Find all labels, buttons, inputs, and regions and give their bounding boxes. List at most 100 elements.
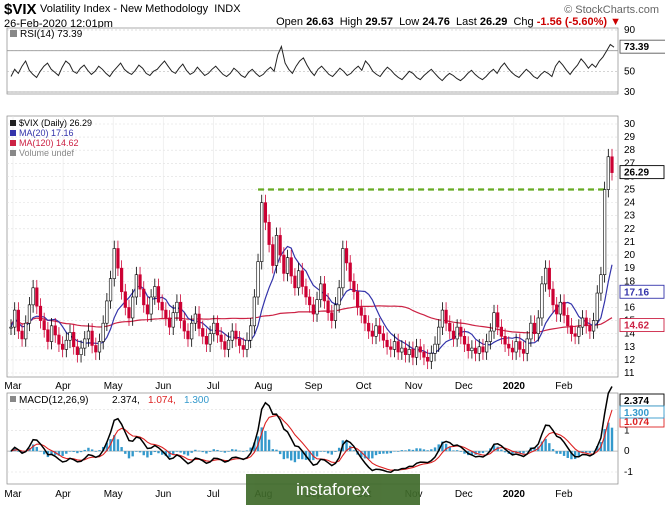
price-candle bbox=[381, 333, 385, 341]
macd-line bbox=[10, 386, 613, 473]
macd-histogram-bar bbox=[271, 449, 274, 452]
price-tick-label: 23 bbox=[624, 211, 636, 222]
macd-signal-line bbox=[10, 409, 613, 471]
price-candle bbox=[9, 326, 13, 329]
macd-histogram-bar bbox=[570, 451, 573, 460]
price-legend-entry: MA(120) 14.62 bbox=[19, 138, 79, 148]
price-tick-label: 16 bbox=[624, 302, 636, 313]
price-candle bbox=[16, 309, 20, 332]
macd-histogram-bar bbox=[153, 451, 156, 453]
price-candle bbox=[492, 312, 496, 332]
macd-histogram-bar bbox=[503, 451, 507, 453]
macd-histogram-bar bbox=[408, 449, 411, 452]
rsi-tick-label: 30 bbox=[624, 87, 636, 98]
macd-histogram-bar bbox=[293, 451, 297, 463]
rsi-panel-frame bbox=[6, 27, 619, 95]
price-candle bbox=[116, 248, 120, 269]
price-candle bbox=[245, 339, 249, 350]
price-candle bbox=[348, 262, 352, 282]
price-candle bbox=[249, 325, 253, 341]
price-candle bbox=[599, 274, 603, 294]
quote-bar: Open 26.63 High 29.57 Low 24.76 Last 26.… bbox=[276, 16, 621, 28]
price-candle bbox=[448, 322, 452, 332]
price-candle bbox=[201, 328, 205, 337]
price-candle bbox=[260, 202, 264, 262]
price-candle bbox=[385, 339, 389, 348]
price-candle bbox=[238, 338, 242, 346]
price-candle bbox=[282, 254, 286, 274]
price-candle bbox=[510, 347, 515, 353]
macd-histogram-bar bbox=[352, 450, 356, 452]
macd-histogram-bar bbox=[426, 450, 429, 452]
macd-histogram-bar bbox=[83, 449, 86, 452]
price-legend-swatch bbox=[10, 120, 16, 126]
price-candle bbox=[341, 248, 345, 289]
macd-histogram-bar bbox=[76, 451, 79, 454]
macd-histogram-bar bbox=[544, 438, 547, 452]
macd-histogram-bar bbox=[485, 450, 488, 452]
price-tick-label: 30 bbox=[624, 119, 636, 130]
price-candle bbox=[414, 346, 419, 358]
macd-histogram-bar bbox=[65, 451, 68, 454]
price-candle bbox=[407, 349, 411, 355]
macd-histogram-bar bbox=[223, 451, 227, 453]
macd-histogram-bar bbox=[481, 451, 485, 453]
price-candle bbox=[267, 221, 271, 245]
macd-histogram-bar bbox=[297, 451, 300, 460]
price-candle bbox=[485, 341, 489, 353]
ma120-line bbox=[10, 305, 613, 334]
macd-histogram-bar bbox=[212, 449, 215, 452]
price-candle bbox=[105, 300, 109, 324]
price-candle bbox=[285, 257, 290, 274]
price-candle bbox=[558, 301, 562, 315]
price-candle bbox=[462, 336, 467, 345]
macd-histogram-bar bbox=[50, 451, 53, 455]
macd-histogram-bar bbox=[208, 451, 212, 452]
price-candle bbox=[293, 275, 297, 289]
macd-legend-value: 2.374, bbox=[112, 395, 140, 406]
macd-histogram-bar bbox=[326, 451, 330, 454]
macd-histogram-bar bbox=[160, 451, 164, 455]
macd-panel-frame bbox=[6, 392, 619, 485]
price-candle bbox=[134, 274, 138, 298]
low-label: Low bbox=[399, 16, 420, 28]
macd-histogram-bar bbox=[522, 451, 525, 454]
price-badge-value: 26.29 bbox=[624, 168, 649, 179]
macd-xtick-label: 2020 bbox=[503, 489, 526, 500]
price-candle bbox=[164, 309, 168, 319]
macd-histogram-bar bbox=[127, 451, 131, 459]
price-candle bbox=[352, 280, 356, 293]
macd-histogram-bar bbox=[17, 451, 20, 452]
macd-histogram-bar bbox=[363, 451, 367, 459]
symbol-label: $VIX bbox=[4, 1, 37, 18]
macd-xtick-label: May bbox=[104, 489, 123, 500]
macd-tick-label: 1 bbox=[624, 425, 630, 436]
chg-value: -1.56 (-5.60%) bbox=[536, 16, 608, 28]
macd-histogram-bar bbox=[79, 451, 83, 453]
price-xtick-label: Oct bbox=[356, 381, 372, 392]
price-candle bbox=[42, 320, 46, 331]
price-candle bbox=[212, 322, 216, 334]
rsi-legend: RSI(14) 73.39 bbox=[20, 29, 83, 40]
price-candle bbox=[256, 261, 260, 298]
price-candle bbox=[319, 283, 323, 300]
macd-histogram-bar bbox=[282, 451, 286, 460]
macd-histogram-bar bbox=[242, 451, 245, 452]
price-candle bbox=[112, 248, 116, 279]
macd-histogram-bar bbox=[175, 451, 179, 452]
macd-histogram-bar bbox=[98, 450, 101, 452]
macd-histogram-bar bbox=[559, 451, 562, 454]
price-candle bbox=[38, 305, 43, 321]
price-candle bbox=[507, 343, 511, 349]
macd-histogram-bar bbox=[525, 450, 529, 452]
macd-histogram-bar bbox=[264, 430, 267, 452]
macd-badge-value: 1.300 bbox=[624, 408, 649, 419]
price-candle bbox=[333, 304, 338, 321]
price-candle bbox=[296, 270, 301, 289]
macd-histogram-bar bbox=[577, 451, 581, 457]
price-candle bbox=[569, 325, 574, 334]
macd-histogram-bar bbox=[278, 451, 282, 455]
price-candle bbox=[204, 336, 209, 345]
chg-label: Chg bbox=[513, 16, 534, 28]
